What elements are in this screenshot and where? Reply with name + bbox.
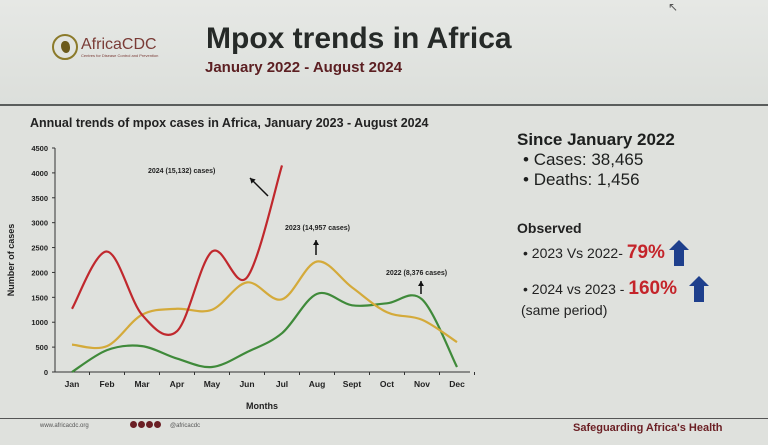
y-tick-label: 2000 [31,268,48,277]
footer-url: www.africacdc.org [40,423,89,429]
deaths-text: Deaths: 1,456 [533,170,640,189]
x-tick-label: Sept [343,379,362,389]
page-title: Mpox trends in Africa [206,22,512,55]
x-tick-label: Aug [309,379,326,389]
footer-handle: @africacdc [170,423,201,429]
x-tick-label: Oct [380,379,394,389]
x-tick-label: Apr [170,379,185,389]
annotation-arrowhead-icon [418,281,424,286]
cmp2-label: 2024 vs 2023 - [531,281,625,297]
x-tick-label: Jun [239,379,254,389]
comparison-2023-2022: • 2023 Vs 2022- 79% [523,240,709,266]
annotation-2024: 2024 (15,132) cases) [148,168,215,175]
summary-panel: Since January 2022 • Cases: 38,465 • Dea… [517,130,710,318]
deaths-item: • Deaths: 1,456 [523,170,640,189]
x-tick-label: Mar [134,379,150,389]
y-axis-label: Number of cases [6,224,16,297]
social-icon [130,421,137,428]
y-tick-label: 1000 [31,318,48,327]
cases-text: Cases: 38,465 [533,150,644,169]
x-axis-label: Months [246,401,278,411]
line-chart: 0 500 1000 1500 2000 2500 3000 3500 4000 4500 Jan F… [6,144,475,411]
logo-subtitle: Centres for Disease Control and Preventi… [81,52,159,58]
africacdc-logo: AfricaCDC Centres for Disease Control an… [52,34,158,60]
cmp1-label: 2023 Vs 2022- [531,245,623,261]
y-tick-label: 500 [35,343,48,352]
x-tick-label: Nov [414,379,430,389]
chart-title: Annual trends of mpox cases in Africa, J… [30,116,429,130]
up-arrow-icon [689,276,710,302]
footer-slogan: Safeguarding Africa's Health [573,422,723,434]
slide-header [0,0,768,104]
social-icon [154,421,161,428]
summary-heading: Since January 2022 [517,130,675,149]
up-arrow-icon [668,240,689,266]
mouse-cursor-icon: ↖ [668,0,679,14]
footer-divider [0,418,768,419]
africa-emblem-icon [52,34,78,60]
cmp2-note: (same period) [521,302,608,318]
social-icons [130,421,161,428]
x-tick-label: Feb [99,379,114,389]
social-icon [146,421,153,428]
series-line-2022 [71,291,458,373]
y-tick-label: 3000 [31,219,48,228]
annotation-2023: 2023 (14,957 cases) [285,225,350,232]
y-tick-label: 4500 [31,144,48,153]
annotation-arrowhead-icon [250,178,256,184]
cmp1-value: 79% [626,242,665,263]
y-tick-label: 3500 [31,194,48,203]
social-icon [138,421,145,428]
page-subtitle: January 2022 - August 2024 [205,59,403,76]
cmp2-value: 160% [628,278,678,299]
comparison-2024-2023: • 2024 vs 2023 -160% [523,276,710,302]
x-tick-label: Dec [449,379,465,389]
x-tick-label: Jul [276,379,288,389]
y-tick-label: 4000 [31,169,48,178]
logo-name: AfricaCDC [81,35,157,53]
annotation-arrowhead-icon [313,240,319,245]
x-tick-label: Jan [65,379,80,389]
y-tick-label: 0 [44,368,48,377]
series-line-2023 [71,260,458,350]
annotation-2022: 2022 (8,376 cases) [386,270,447,277]
x-tick-label: May [204,379,221,389]
header-divider [0,104,768,106]
cases-item: • Cases: 38,465 [523,150,644,169]
y-tick-label: 1500 [31,293,48,302]
y-tick-label: 2500 [31,244,48,253]
observed-heading: Observed [517,220,582,236]
